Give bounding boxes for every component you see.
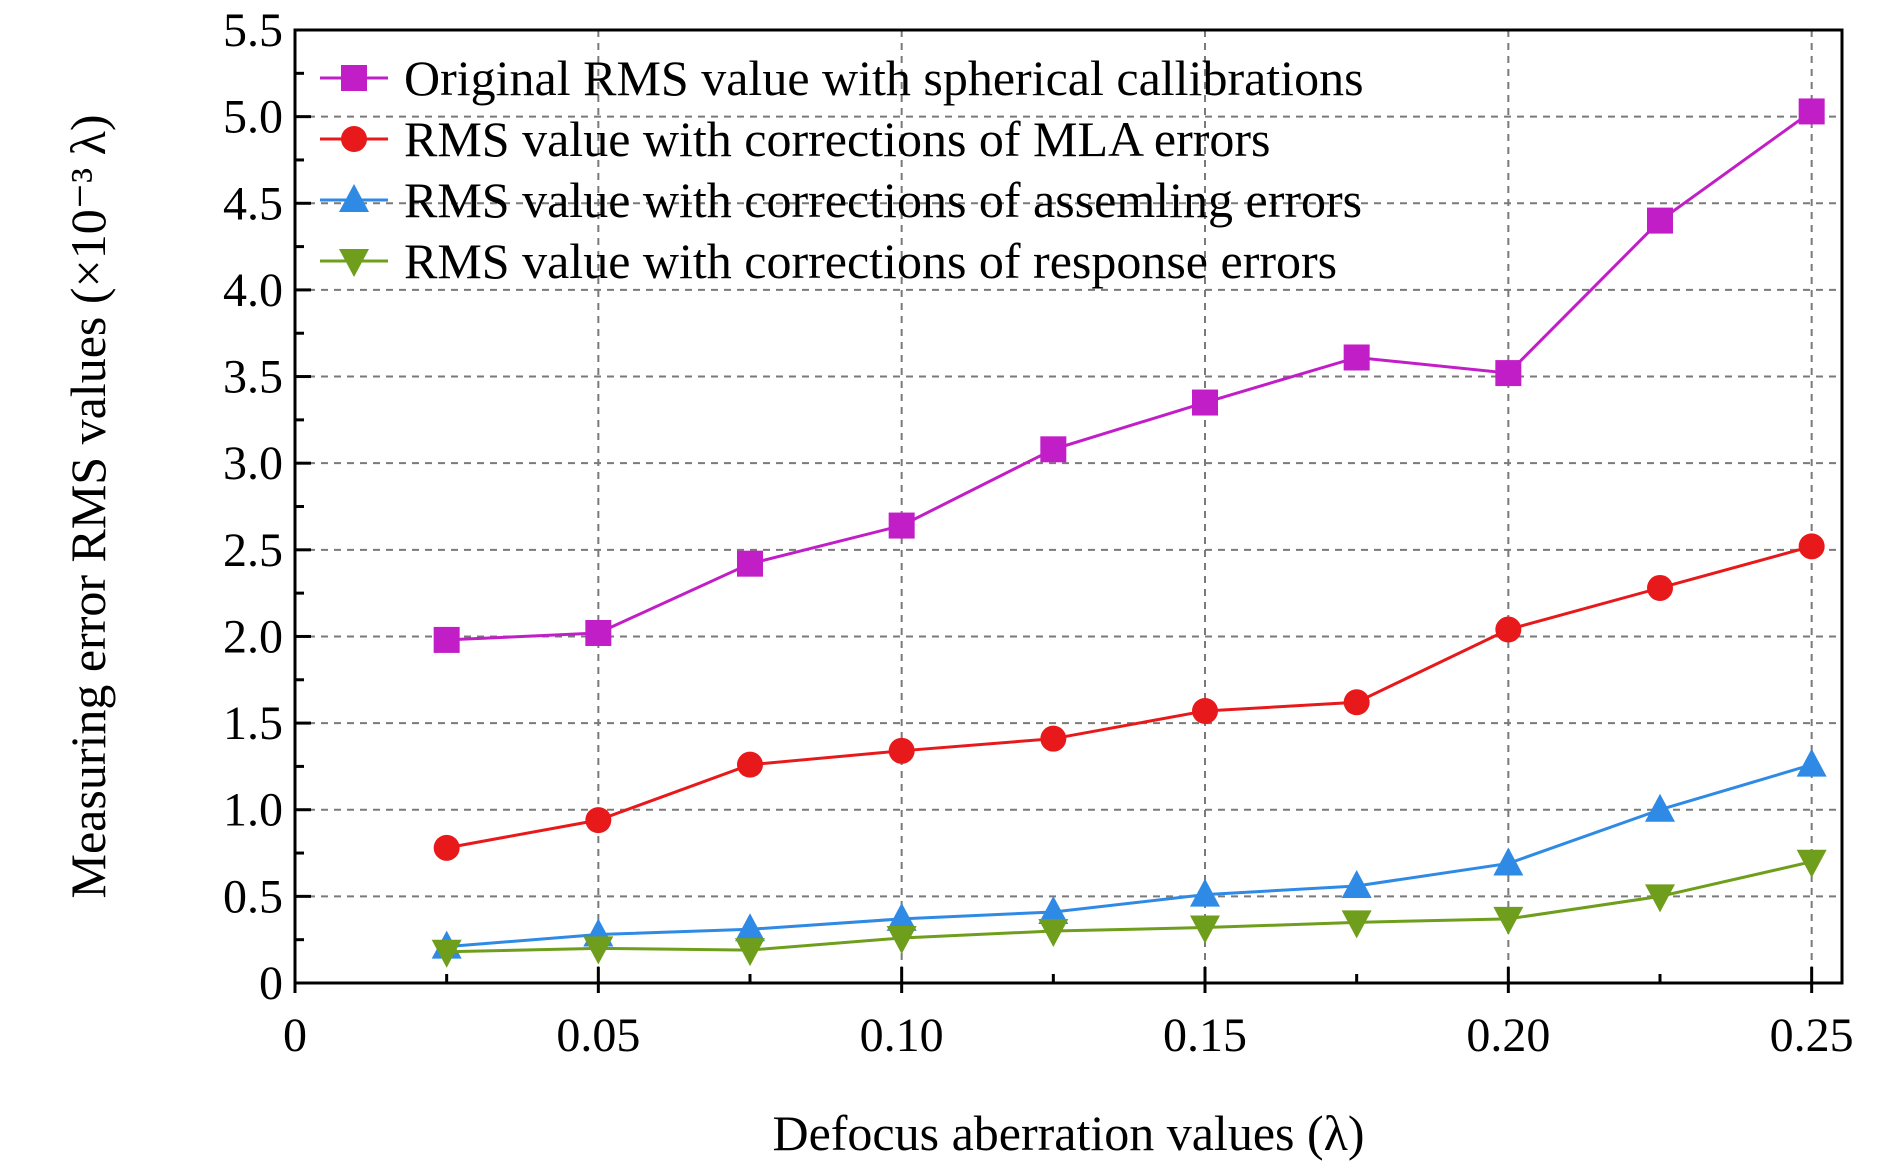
data-point xyxy=(585,619,612,646)
data-point xyxy=(737,550,763,577)
data-point xyxy=(1192,389,1218,416)
y-tick-label: 2.5 xyxy=(223,524,283,577)
grid-lines xyxy=(295,30,1842,983)
series-layer xyxy=(431,98,1827,968)
data-point xyxy=(886,925,917,954)
data-point xyxy=(1192,697,1218,724)
y-tick-label: 2.0 xyxy=(223,610,283,663)
y-tick-label: 0.5 xyxy=(223,870,283,923)
data-point xyxy=(1343,689,1370,716)
series-line xyxy=(446,763,1813,949)
data-point xyxy=(433,834,460,861)
data-point xyxy=(1798,533,1825,560)
y-axis-title: Measuring error RMS values (×10⁻³ λ) xyxy=(60,115,116,899)
x-tick-label: 0.10 xyxy=(860,1009,944,1062)
series-1 xyxy=(433,98,1825,653)
data-point xyxy=(888,512,915,539)
y-tick-label: 3.5 xyxy=(223,351,283,404)
data-point xyxy=(735,913,765,942)
data-point xyxy=(583,936,614,965)
legend: Original RMS value with spherical callib… xyxy=(320,50,1364,289)
data-point xyxy=(1647,574,1673,601)
y-tick-label: 5.5 xyxy=(223,4,283,57)
data-point xyxy=(1341,869,1372,898)
series-2 xyxy=(433,533,1825,861)
data-point xyxy=(1493,906,1524,935)
x-tick-label: 0.05 xyxy=(556,1009,640,1062)
data-point xyxy=(1190,878,1220,907)
legend-marker xyxy=(339,249,369,277)
legend-label: RMS value with corrections of assemling … xyxy=(404,172,1362,228)
y-tick-label: 0 xyxy=(259,957,283,1010)
data-point xyxy=(1798,98,1825,125)
data-point xyxy=(1190,915,1220,944)
axes: 0 0.5 1.0 1.5 2.0 2.5 3.0 3.5 4.0 4.5 5.0 5.5 0 0.05 0… xyxy=(223,4,1854,1062)
series-line xyxy=(446,110,1813,642)
data-point xyxy=(888,737,915,764)
series-4 xyxy=(431,849,1827,968)
data-point xyxy=(1040,436,1067,463)
data-point xyxy=(1495,360,1522,387)
legend-label: Original RMS value with spherical callib… xyxy=(404,50,1364,106)
x-tick-label: 0.25 xyxy=(1770,1009,1854,1062)
legend-label: RMS value with corrections of response e… xyxy=(404,233,1337,289)
legend-label: RMS value with corrections of MLA errors xyxy=(404,111,1271,167)
series-3 xyxy=(431,748,1827,959)
y-tick-label: 1.5 xyxy=(223,697,283,750)
legend-entry-4: RMS value with corrections of response e… xyxy=(320,233,1337,289)
data-point xyxy=(1645,793,1675,822)
legend-entry-2: RMS value with corrections of MLA errors xyxy=(320,111,1271,167)
legend-marker xyxy=(339,184,369,212)
x-tick-label: 0.15 xyxy=(1163,1009,1247,1062)
data-point xyxy=(1796,748,1827,777)
data-point xyxy=(737,751,763,778)
data-point xyxy=(1038,895,1069,924)
y-tick-label: 4.5 xyxy=(223,177,283,230)
legend-entry-3: RMS value with corrections of assemling … xyxy=(320,172,1362,228)
data-point xyxy=(1645,884,1675,913)
legend-marker xyxy=(341,65,367,91)
data-point xyxy=(1343,344,1370,371)
data-point xyxy=(1493,847,1524,876)
data-point xyxy=(1495,616,1522,643)
data-point xyxy=(1038,919,1069,948)
legend-entry-1: Original RMS value with spherical callib… xyxy=(320,50,1364,106)
data-point xyxy=(1647,207,1673,234)
data-point xyxy=(433,626,460,653)
legend-marker xyxy=(341,126,367,152)
y-tick-label: 5.0 xyxy=(223,91,283,144)
y-tick-label: 3.0 xyxy=(223,437,283,490)
y-tick-label: 4.0 xyxy=(223,264,283,317)
x-axis-title: Defocus aberration values (λ) xyxy=(772,1105,1364,1161)
x-tick-label: 0.20 xyxy=(1466,1009,1550,1062)
series-line xyxy=(446,544,1813,850)
data-point xyxy=(886,902,917,931)
data-point xyxy=(1040,725,1067,752)
series-line xyxy=(446,860,1813,954)
y-tick-label: 1.0 xyxy=(223,784,283,837)
data-point xyxy=(1341,910,1372,939)
data-point xyxy=(585,807,612,834)
data-point xyxy=(431,939,462,968)
data-point xyxy=(735,938,765,967)
x-tick-label: 0 xyxy=(283,1009,307,1062)
data-point xyxy=(1796,849,1827,878)
